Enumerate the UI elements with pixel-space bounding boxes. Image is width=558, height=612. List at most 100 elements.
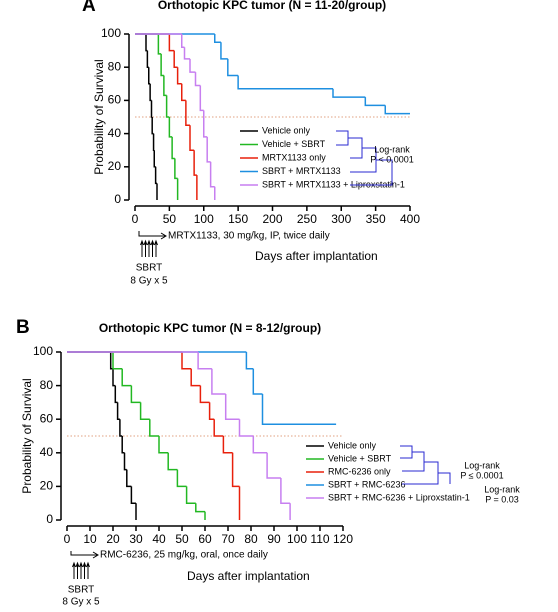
survival-step [176, 67, 182, 85]
sbrt-label: SBRT [68, 585, 95, 596]
x-tick-label: 200 [262, 212, 282, 226]
survival-step [173, 50, 178, 68]
x-tick-label: 30 [129, 532, 143, 546]
survival-step [149, 83, 152, 102]
treatment-arrow [70, 551, 99, 559]
survival-step [252, 436, 268, 454]
survival-step [148, 67, 151, 85]
survival-step [181, 83, 186, 102]
survival-step [150, 100, 153, 118]
survival-step [158, 436, 169, 454]
x-tick-label: 10 [83, 532, 97, 546]
legend-label: SBRT + MRTX1133 + Liproxstatin-1 [262, 179, 405, 189]
survival-step [203, 110, 208, 138]
survival-step [206, 136, 211, 163]
logrank-label: Log-rank [464, 460, 500, 470]
x-axis-label: Days after implantation [255, 249, 378, 263]
survival-step [238, 419, 254, 437]
x-tick-label: 120 [333, 532, 353, 546]
panel-label: A [82, 0, 96, 16]
y-tick-label: 60 [40, 411, 54, 425]
survival-step [227, 58, 239, 77]
y-tick-label: 80 [40, 378, 54, 392]
dose-label: 8 Gy x 5 [130, 276, 168, 287]
dose-label: 8 Gy x 5 [62, 597, 100, 608]
x-tick-label: 50 [175, 532, 189, 546]
x-tick-label: 400 [400, 212, 420, 226]
survival-step [185, 100, 190, 127]
sbrt-arrow [140, 239, 144, 257]
x-tick-label: 100 [194, 212, 214, 226]
x-tick-label: 60 [198, 532, 212, 546]
survival-step [189, 125, 195, 151]
survival-step [245, 352, 254, 370]
survival-step [193, 150, 197, 176]
survival-step [384, 105, 410, 115]
x-tick-label: 80 [244, 532, 258, 546]
survival-step [151, 117, 154, 135]
sbrt-arrow [79, 561, 83, 579]
survival-step [237, 75, 333, 90]
survival-step [121, 436, 125, 454]
sbrt-arrow [143, 239, 148, 257]
x-tick-label: 300 [331, 212, 351, 226]
x-tick-label: 110 [310, 532, 329, 546]
survival-step [252, 368, 263, 395]
x-tick-label: 40 [152, 532, 166, 546]
legend-label: SBRT + MRTX1133 [262, 166, 341, 176]
logrank-p: P = 0.03 [485, 494, 519, 504]
survival-step [163, 75, 167, 97]
survival-step [211, 368, 226, 395]
logrank-label: Log-rank [484, 484, 520, 494]
survival-step [266, 452, 281, 479]
logrank-bracket [400, 445, 451, 485]
survival-step [222, 436, 233, 454]
survival-step [190, 368, 201, 387]
survival-step [220, 42, 228, 60]
chart-title: Orthotopic KPC tumor (N = 8-12/group) [99, 321, 321, 335]
survival-step [261, 394, 337, 425]
survival-step [168, 34, 175, 52]
survival-step [167, 452, 178, 471]
x-tick-label: 90 [267, 532, 281, 546]
survival-step [181, 34, 185, 49]
survival-step [123, 452, 127, 471]
y-tick-label: 20 [108, 159, 122, 173]
sbrt-arrow [150, 239, 155, 257]
survival-step [199, 85, 204, 112]
x-tick-label: 70 [221, 532, 235, 546]
survival-step [174, 158, 178, 180]
survival-step [181, 352, 192, 370]
survival-step [213, 419, 224, 437]
x-tick-label: 0 [64, 532, 71, 546]
x-tick-label: 0 [132, 212, 139, 226]
survival-step [112, 368, 116, 387]
survival-step [194, 72, 201, 87]
survival-step [208, 402, 215, 420]
legend-label: Vehicle only [262, 125, 311, 135]
y-tick-label: 20 [40, 479, 54, 493]
sbrt-arrow [86, 561, 90, 579]
y-tick-label: 100 [33, 344, 53, 358]
legend-label: Vehicle + SBRT [328, 453, 392, 463]
y-tick-label: 100 [101, 26, 121, 40]
survival-step [197, 352, 212, 370]
logrank-bracket [336, 130, 393, 186]
logrank-p: P < 0.0001 [370, 154, 414, 164]
x-tick-label: 100 [287, 532, 307, 546]
legend-label: Vehicle only [328, 440, 377, 450]
survival-step [165, 95, 170, 118]
survival-step [152, 133, 155, 151]
survival-step [160, 53, 164, 77]
survival-step [130, 385, 141, 404]
survival-step [185, 486, 196, 504]
legend-label: Vehicle + SBRT [262, 139, 326, 149]
survival-step [176, 469, 187, 488]
survival-step [209, 161, 215, 188]
survival-step [114, 385, 118, 404]
survival-step [146, 50, 149, 68]
survival-step [214, 34, 221, 44]
sbrt-arrow [72, 561, 76, 579]
legend-label: SBRT + RMC-6236 + Liproxstatin-1 [328, 492, 470, 502]
panel-label: B [16, 317, 30, 338]
